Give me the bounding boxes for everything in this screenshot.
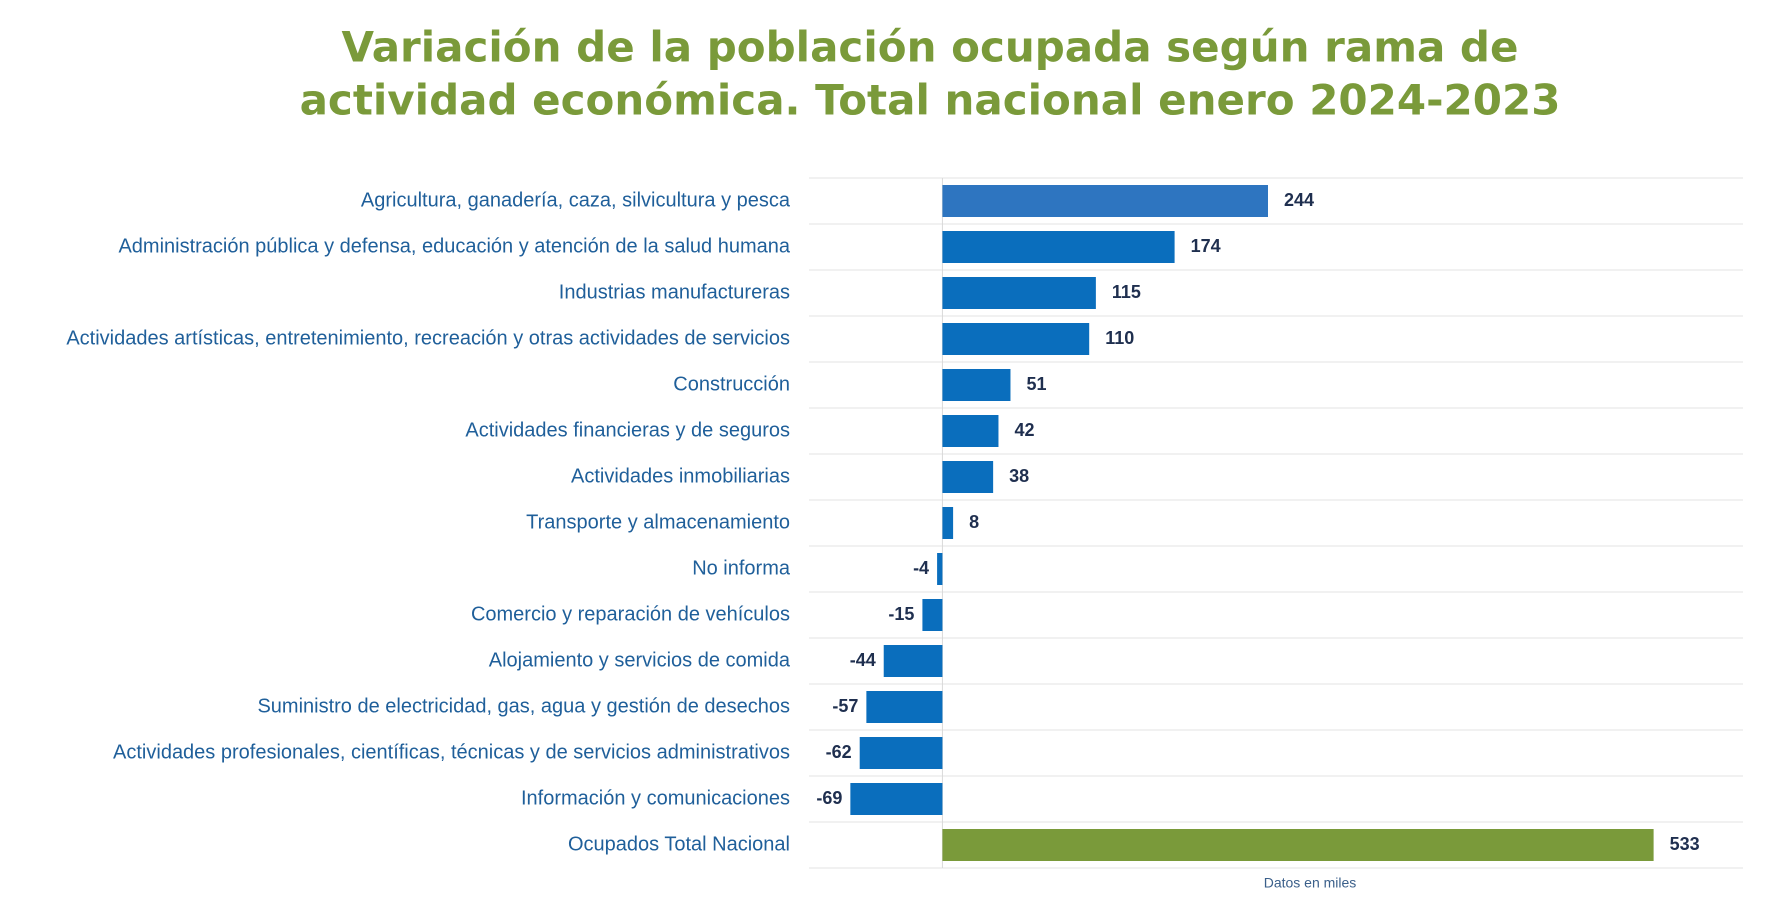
value-label: -4 <box>913 558 929 578</box>
value-label: 42 <box>1014 420 1034 440</box>
bar <box>937 553 943 585</box>
bar <box>942 829 1654 861</box>
value-label: -15 <box>888 604 914 624</box>
value-label: -62 <box>826 742 852 762</box>
value-label: 115 <box>1112 282 1141 302</box>
value-label: 38 <box>1009 466 1029 486</box>
category-label: Información y comunicaciones <box>521 787 790 809</box>
category-label: No informa <box>692 557 791 579</box>
value-label: 110 <box>1105 328 1134 348</box>
category-label: Alojamiento y servicios de comida <box>489 649 791 671</box>
category-label: Suministro de electricidad, gas, agua y … <box>257 695 790 717</box>
x-axis-label: Datos en miles <box>1264 875 1357 891</box>
bar <box>942 415 999 447</box>
value-label: -44 <box>850 650 876 670</box>
value-label: -57 <box>832 696 858 716</box>
value-label: 244 <box>1284 190 1314 210</box>
bar <box>883 645 943 677</box>
category-label: Construcción <box>673 373 790 395</box>
value-label: 51 <box>1026 374 1046 394</box>
category-label: Administración pública y defensa, educac… <box>118 235 790 257</box>
category-label: Actividades inmobiliarias <box>571 465 790 487</box>
bar <box>922 599 943 631</box>
category-label: Actividades artísticas, entretenimiento,… <box>66 327 790 349</box>
chart-title: Variación de la población ocupada según … <box>342 23 1519 72</box>
bar <box>942 507 954 539</box>
bar <box>942 277 1096 309</box>
value-label: 174 <box>1191 236 1221 256</box>
category-label: Industrias manufactureras <box>559 281 790 303</box>
category-label: Ocupados Total Nacional <box>568 833 790 855</box>
value-label: 533 <box>1670 834 1700 854</box>
bar <box>850 783 943 815</box>
bar <box>859 737 943 769</box>
bar <box>942 231 1175 263</box>
category-label: Actividades financieras y de seguros <box>465 419 790 441</box>
category-label: Actividades profesionales, científicas, … <box>113 741 790 763</box>
bar <box>942 369 1011 401</box>
bar <box>866 691 943 723</box>
category-label: Transporte y almacenamiento <box>526 511 790 533</box>
value-label: -69 <box>816 788 842 808</box>
category-label: Agricultura, ganadería, caza, silvicultu… <box>361 189 791 211</box>
bar <box>942 461 994 493</box>
chart-title: actividad económica. Total nacional ener… <box>300 76 1561 125</box>
bar <box>942 323 1090 355</box>
value-label: 8 <box>969 512 979 532</box>
category-label: Comercio y reparación de vehículos <box>471 603 790 625</box>
bar <box>942 185 1268 217</box>
